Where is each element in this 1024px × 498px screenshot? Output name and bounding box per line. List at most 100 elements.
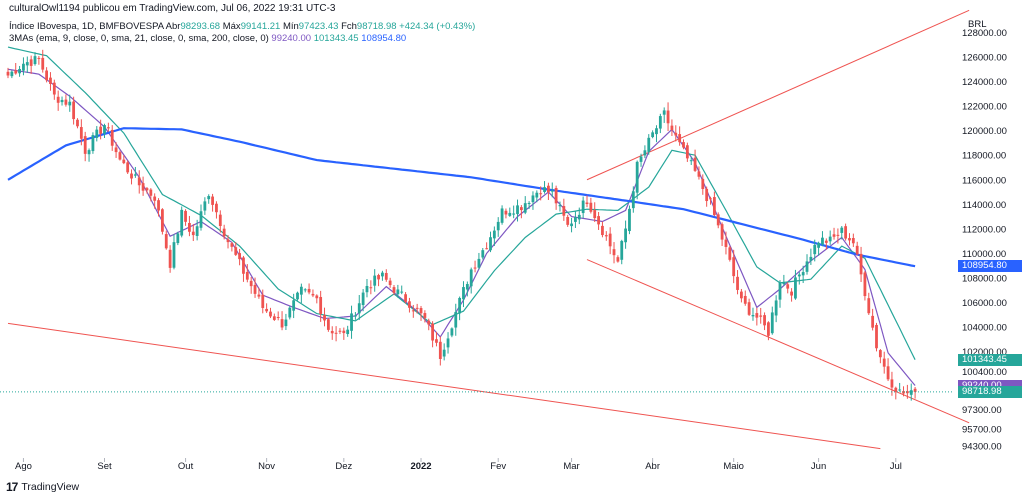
candle-body	[566, 216, 570, 225]
candle-body	[705, 188, 709, 202]
candle-body	[759, 315, 763, 317]
candle-body	[346, 329, 350, 335]
candle-body	[18, 69, 21, 74]
candle-body	[118, 152, 122, 160]
candle-body	[778, 282, 782, 300]
ma-line-sma200	[7, 127, 916, 268]
close-value: 98718.98	[356, 21, 397, 32]
candle-body	[419, 308, 423, 314]
y-tick-label: 118000.00	[962, 151, 1006, 162]
candle-body	[581, 200, 585, 214]
candle-body	[91, 135, 95, 152]
candle-body	[797, 274, 801, 277]
candle-body	[527, 202, 531, 204]
candle-body	[103, 125, 106, 134]
candle-body	[257, 294, 261, 297]
candle-body	[508, 212, 512, 216]
candle-body	[49, 77, 52, 84]
x-tick-label: Nov	[258, 461, 275, 472]
candle-body	[709, 198, 712, 200]
candle-body	[701, 178, 705, 190]
indicator-name: 3MAs (ema, 9, close, 0, sma, 21, close, …	[9, 33, 269, 44]
candle-body	[83, 136, 87, 154]
candle-body	[477, 258, 481, 268]
low-label: Mín	[282, 21, 299, 32]
candle-body	[512, 213, 516, 215]
candle-body	[647, 137, 651, 152]
candle-body	[848, 238, 851, 241]
candle-body	[122, 159, 126, 164]
x-tick-label: Abr	[645, 461, 660, 472]
x-tick-label: Ago	[15, 461, 32, 472]
y-tick-label: 124000.00	[962, 77, 1007, 88]
candle-body	[384, 272, 388, 280]
candle-body	[535, 192, 539, 198]
candle-body	[22, 63, 25, 71]
candle-body	[593, 210, 597, 219]
candle-body	[554, 187, 558, 204]
candle-body	[299, 286, 303, 295]
candle-body	[338, 330, 342, 332]
candle-body	[531, 195, 535, 203]
y-tick-label: 104000.00	[962, 323, 1007, 334]
currency-label: BRL	[968, 19, 987, 30]
candle-body	[666, 110, 670, 124]
candle-body	[643, 150, 647, 156]
candle-body	[145, 188, 149, 191]
candle-body	[481, 250, 485, 258]
candle-body	[280, 319, 284, 328]
candle-body	[137, 177, 141, 186]
candle-body	[712, 197, 716, 216]
candle-body	[450, 328, 454, 336]
candle-body	[315, 295, 319, 299]
candle-body	[492, 230, 496, 239]
candle-body	[242, 257, 245, 274]
price-tag: 101343.45	[958, 353, 1022, 366]
candle-body	[747, 302, 751, 315]
symbol-name: Índice IBovespa, 1D, BMFBOVESPA	[9, 21, 164, 32]
candle-body	[728, 247, 732, 260]
candle-body	[272, 316, 276, 320]
candle-body	[161, 209, 164, 232]
candle-body	[832, 234, 836, 237]
price-tag: 108954.80	[958, 260, 1022, 273]
candle-body	[624, 228, 627, 243]
candle-body	[72, 101, 76, 120]
candle-body	[396, 289, 400, 295]
candle-body	[52, 82, 56, 95]
candle-body	[415, 307, 419, 309]
candle-body	[211, 196, 214, 205]
candle-body	[261, 294, 265, 308]
candle-body	[655, 128, 658, 135]
candle-body	[207, 196, 211, 200]
candle-body	[485, 248, 489, 250]
candle-body	[64, 99, 68, 105]
candle-body	[326, 319, 330, 330]
price-tag: 98718.98	[958, 385, 1022, 398]
candle-body	[226, 239, 230, 243]
candle-body	[245, 271, 249, 280]
candle-body	[890, 379, 894, 388]
candle-body	[863, 272, 867, 297]
candle-body	[905, 391, 909, 394]
candle-body	[361, 292, 365, 306]
candle-body	[736, 276, 739, 290]
candle-body	[894, 387, 898, 393]
candle-body	[153, 196, 157, 201]
candle-body	[168, 249, 172, 268]
candle-body	[751, 315, 755, 317]
candle-body	[6, 71, 10, 76]
candle-body	[180, 209, 184, 236]
sma200-value: 108954.80	[361, 33, 407, 44]
candle-body	[562, 206, 566, 216]
moving-averages	[7, 46, 916, 386]
candle-body	[411, 310, 415, 312]
candle-body	[99, 126, 103, 134]
candle-body	[504, 210, 508, 215]
y-tick-label: 112000.00	[962, 224, 1006, 235]
candle-body	[427, 320, 431, 325]
candle-body	[616, 257, 620, 262]
candle-body	[821, 237, 824, 245]
candle-body	[438, 341, 442, 359]
